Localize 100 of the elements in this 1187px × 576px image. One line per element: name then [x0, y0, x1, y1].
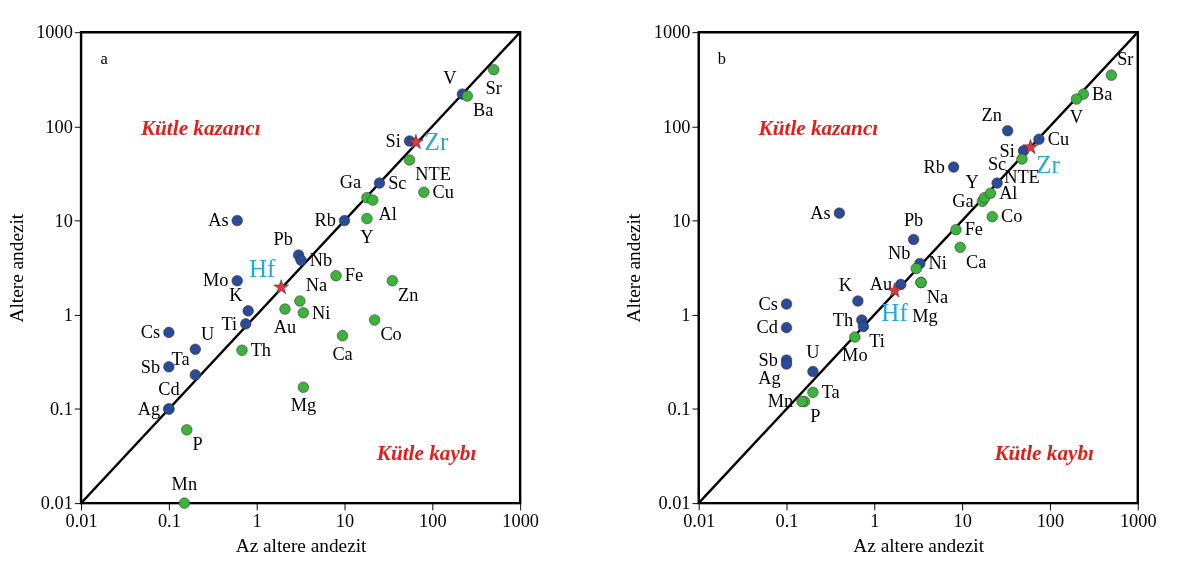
- data-label: Ti: [221, 313, 238, 334]
- data-label: Rb: [314, 210, 336, 231]
- x-tick-label: 0.1: [775, 510, 799, 531]
- y-tick-label: 1000: [653, 22, 691, 43]
- data-label: Si: [385, 130, 401, 151]
- data-label: Mn: [767, 391, 794, 412]
- data-label: Cs: [140, 322, 161, 343]
- data-label: Fe: [344, 265, 364, 286]
- x-tick-label: 10: [953, 510, 972, 531]
- data-label: Ba: [473, 100, 494, 121]
- data-label: Ta: [821, 382, 840, 403]
- data-label: Cs: [758, 293, 778, 314]
- x-axis-title: Az altere andezit: [853, 534, 985, 556]
- data-label: Sr: [1117, 49, 1134, 70]
- annotation: Kütle kazancı: [139, 116, 261, 141]
- data-label: Ga: [952, 191, 974, 212]
- data-label: As: [810, 202, 831, 223]
- data-label: Ti: [869, 330, 885, 351]
- y-tick-label: 10: [54, 210, 73, 231]
- data-label: P: [810, 405, 821, 426]
- x-axis-title: Az altere andezit: [235, 534, 368, 556]
- data-label: Cd: [756, 317, 778, 338]
- data-label: Na: [305, 275, 328, 296]
- y-tick-label: 10: [672, 210, 691, 231]
- data-label: Ba: [1092, 83, 1113, 104]
- data-label: Co: [380, 324, 402, 345]
- y-tick-label: 0.01: [658, 493, 691, 514]
- x-tick-label: 0.1: [157, 510, 181, 531]
- y-tick-label: 0.1: [667, 399, 691, 420]
- data-label: Cd: [158, 379, 180, 400]
- data-label: Nb: [309, 249, 333, 270]
- data-label: Pb: [273, 229, 293, 250]
- data-label: Au: [273, 317, 297, 338]
- y-tick-label: 100: [45, 116, 73, 137]
- annotation: Kütle kazancı: [757, 116, 879, 141]
- data-label: Zn: [398, 284, 419, 305]
- data-label: Ag: [758, 368, 781, 389]
- y-tick-label: 100: [662, 116, 691, 137]
- data-label: Co: [1000, 206, 1023, 227]
- x-tick-label: 1: [870, 510, 880, 531]
- data-label: Th: [250, 340, 272, 361]
- y-axis-title: Altere andezit: [623, 213, 645, 323]
- data-label: K: [838, 275, 853, 296]
- data-label: Ta: [171, 349, 190, 370]
- annotation: a: [100, 49, 109, 69]
- y-tick-label: 0.01: [40, 493, 73, 514]
- data-label: Rb: [923, 156, 945, 177]
- data-label: Y: [965, 172, 979, 193]
- data-label: Ni: [928, 253, 947, 274]
- data-label: Zn: [981, 105, 1002, 126]
- data-label: Th: [832, 309, 854, 330]
- data-label: NTE: [415, 164, 451, 185]
- data-label: Ni: [312, 302, 331, 323]
- data-label: Sb: [758, 349, 778, 370]
- data-label: Zr: [424, 127, 449, 155]
- data-label: Au: [869, 274, 893, 295]
- data-label: Al: [378, 204, 397, 225]
- data-label: Sc: [388, 172, 407, 193]
- data-label: Ca: [965, 251, 987, 272]
- data-label: Si: [999, 140, 1015, 161]
- data-label: P: [192, 434, 203, 455]
- data-label: Mo: [842, 345, 868, 366]
- data-label: V: [443, 68, 458, 89]
- data-label: Mg: [912, 306, 938, 327]
- data-label: Y: [360, 226, 374, 247]
- data-label: Hf: [248, 254, 277, 282]
- y-tick-label: 0.1: [49, 399, 73, 420]
- data-label: Mo: [203, 270, 229, 291]
- data-label: Pb: [903, 209, 924, 230]
- data-label: Nb: [888, 242, 911, 263]
- data-label: As: [208, 210, 229, 231]
- x-tick-label: 10: [335, 510, 355, 531]
- data-label: Sb: [140, 356, 161, 377]
- x-tick-label: 100: [1036, 510, 1065, 531]
- annotation: b: [717, 49, 726, 69]
- data-label: Sr: [485, 77, 502, 98]
- data-label: Cu: [432, 182, 454, 203]
- y-axis-title: Altere andezit: [5, 213, 27, 323]
- data-label: Al: [999, 183, 1018, 204]
- annotation: Kütle kaybı: [993, 440, 1094, 465]
- y-tick-label: 1: [681, 305, 691, 326]
- data-label: Mn: [171, 473, 198, 494]
- data-label: Mg: [290, 395, 317, 416]
- y-tick-label: 1: [63, 305, 73, 326]
- data-label: Ag: [137, 398, 161, 419]
- annotation: Kütle kaybı: [375, 440, 477, 465]
- data-label: V: [1069, 107, 1084, 128]
- data-label: U: [201, 323, 215, 344]
- data-label: Hf: [881, 298, 909, 326]
- data-label: U: [806, 341, 820, 362]
- data-label: Na: [926, 286, 949, 307]
- data-label: K: [229, 285, 244, 306]
- x-tick-label: 100: [419, 510, 447, 531]
- data-label: Cu: [1047, 129, 1070, 150]
- data-label: Ga: [339, 172, 362, 193]
- data-label: Ca: [332, 343, 353, 364]
- y-tick-label: 1000: [36, 22, 73, 43]
- x-tick-label: 1000: [1119, 510, 1157, 531]
- x-tick-label: 1000: [502, 510, 539, 531]
- x-tick-label: 1: [252, 510, 262, 531]
